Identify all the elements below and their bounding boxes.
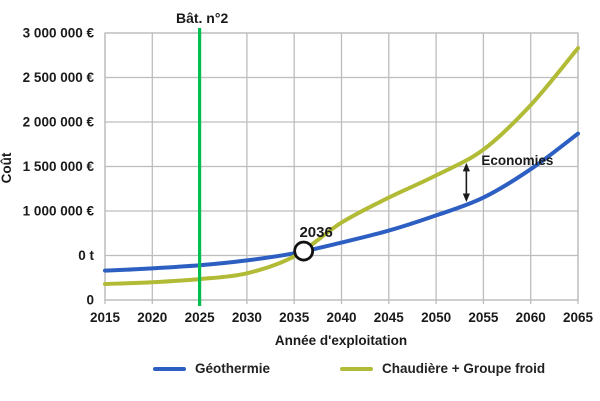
plot-border (104, 32, 579, 301)
series-curve-0 (103, 131, 580, 273)
x-tick-label: 2025 (185, 310, 216, 325)
legend-item-geothermie: Géothermie (153, 361, 270, 376)
series-curve-1 (103, 46, 580, 286)
y-axis-title: Coût (0, 152, 14, 183)
x-tick-label: 2030 (232, 310, 262, 325)
y-tick-label: 2 500 000 € (23, 70, 95, 85)
economies-arrowhead-down (462, 193, 470, 203)
y-tick-label: 1 500 000 € (23, 159, 95, 174)
economies-arrow (462, 162, 470, 203)
y-tick-label: 2 000 000 € (23, 115, 95, 130)
y-tick-label: 3 000 000 € (23, 26, 95, 41)
legend-item-chaudiere: Chaudière + Groupe froid (340, 361, 545, 376)
economies-label: Economies (481, 153, 553, 168)
y-tick-label: 0 t (78, 248, 94, 263)
x-axis-title: Année d'exploitation (275, 333, 407, 348)
crossing-label: 2036 (299, 224, 332, 241)
chaudiere-line-swatch (340, 366, 374, 371)
building-vline-label: Bât. n°2 (176, 10, 228, 26)
x-tick-label: 2055 (468, 310, 499, 325)
x-tick-label: 2045 (374, 310, 405, 325)
legend-label-chaudiere: Chaudière + Groupe froid (382, 361, 546, 376)
annotation-layer: Bât. n°2 Economies 2036 (176, 10, 553, 306)
x-tick-label: 2035 (279, 310, 310, 325)
x-tick-label: 2040 (326, 310, 356, 325)
x-tick-label: 2020 (137, 310, 167, 325)
curve-layer (103, 46, 580, 286)
x-tick-label: 2065 (563, 310, 594, 325)
legend-label-geothermie: Géothermie (195, 361, 271, 376)
crossing-marker (293, 240, 315, 262)
chart-legend: Géothermie Chaudière + Groupe froid (153, 361, 545, 376)
y-tick-label: 0 (86, 293, 94, 308)
y-tick-label: 1 000 000 € (23, 204, 95, 219)
grid-layer (104, 32, 579, 304)
x-tick-label: 2015 (90, 310, 121, 325)
x-tick-label: 2050 (421, 310, 451, 325)
x-tick-label: 2060 (516, 310, 546, 325)
economies-arrowhead-up (462, 162, 470, 172)
axis-layer: Année d'exploitation Coût 2015 2020 2025 20… (0, 26, 594, 348)
geothermie-line-swatch (153, 366, 186, 371)
